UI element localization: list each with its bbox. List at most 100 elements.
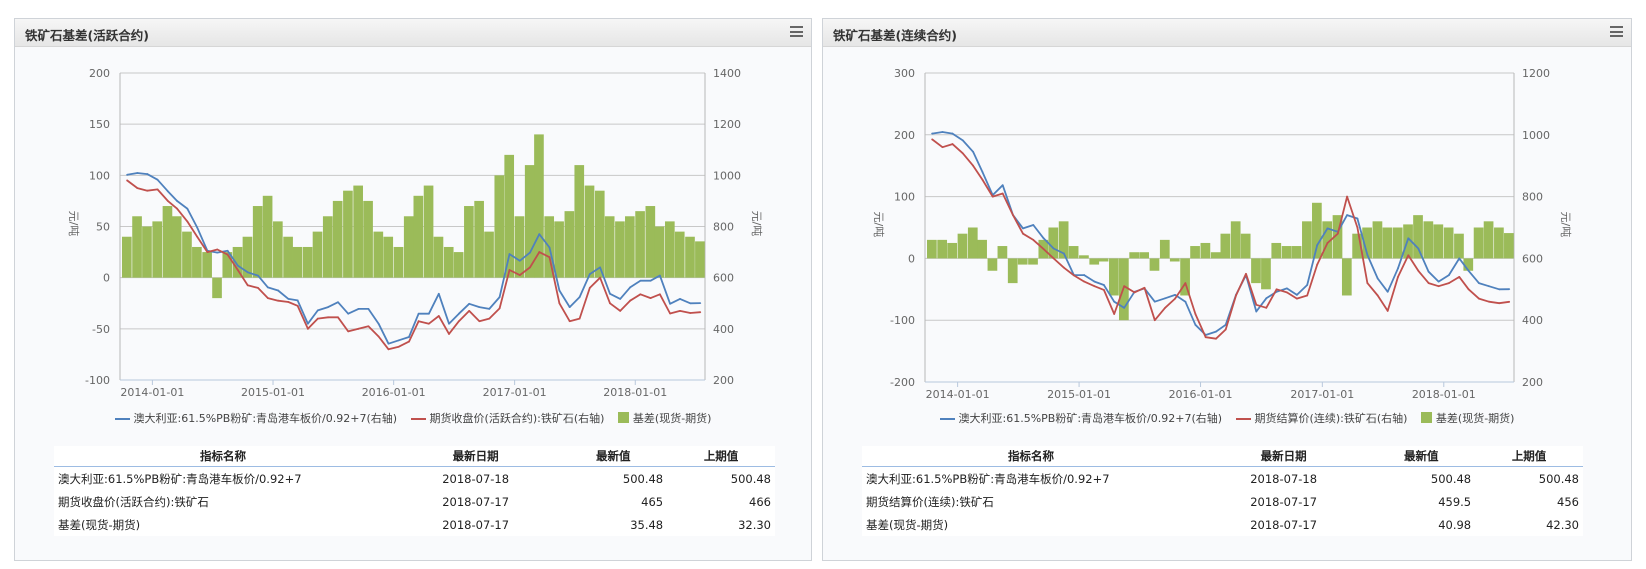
basis-bar bbox=[1352, 233, 1362, 259]
basis-bar bbox=[464, 206, 474, 278]
basis-bar bbox=[403, 216, 414, 278]
legend-item-basis[interactable]: 基差(现货-期货) bbox=[617, 410, 711, 426]
futures-price-point bbox=[649, 297, 652, 300]
x-tick-label: 2017-01-01 bbox=[483, 386, 547, 399]
y-tick-label-right: 600 bbox=[1522, 252, 1543, 265]
futures-price-point bbox=[1224, 328, 1227, 331]
spot-price-point bbox=[508, 253, 511, 256]
basis-bar bbox=[453, 252, 464, 278]
basis-bar bbox=[584, 185, 595, 278]
legend-item-spot-price[interactable]: 澳大利亚:61.5%PB粉矿:青岛港车板价/0.92+7(右轴) bbox=[114, 410, 397, 426]
y-tick-label-right: 600 bbox=[713, 272, 734, 285]
basis-bar bbox=[1220, 233, 1231, 259]
spot-price-point bbox=[296, 299, 299, 302]
y-tick-label-right: 1200 bbox=[713, 118, 741, 131]
futures-price-point bbox=[226, 253, 229, 256]
cell-name: 澳大利亚:61.5%PB粉矿:青岛港车板价/0.92+7 bbox=[866, 471, 1110, 486]
cell-name: 澳大利亚:61.5%PB粉矿:青岛港车板价/0.92+7 bbox=[58, 471, 302, 486]
spot-price-point bbox=[427, 312, 430, 315]
basis-bar bbox=[1169, 258, 1180, 262]
basis-bar bbox=[1048, 227, 1059, 259]
basis-bar bbox=[1079, 255, 1089, 259]
legend-item-futures-price[interactable]: 期货结算价(连续):铁矿石(右轴) bbox=[1235, 410, 1407, 426]
spot-price-point bbox=[529, 251, 531, 254]
futures-price-point bbox=[699, 311, 702, 314]
spot-price-point bbox=[1285, 287, 1288, 290]
basis-bar bbox=[1382, 227, 1393, 259]
basis-bar bbox=[283, 236, 293, 278]
cell-name: 期货收盘价(活跃合约):铁矿石 bbox=[58, 494, 209, 509]
basis-bar bbox=[1504, 233, 1514, 259]
col-header-date: 最新日期 bbox=[1200, 446, 1368, 467]
spot-price-point bbox=[1448, 274, 1450, 276]
basis-bar bbox=[393, 246, 404, 278]
futures-price-point bbox=[1083, 280, 1086, 283]
spot-price-point bbox=[1022, 227, 1024, 230]
spot-price-point bbox=[337, 301, 339, 304]
spot-price-point bbox=[156, 178, 159, 181]
basis-bar bbox=[645, 206, 656, 278]
cell-name: 基差(现货-期货) bbox=[58, 517, 141, 532]
futures-price-point bbox=[1336, 232, 1339, 235]
chart-legend: 澳大利亚:61.5%PB粉矿:青岛港车板价/0.92+7(右轴) 期货结算价(连… bbox=[823, 410, 1631, 426]
futures-price-point bbox=[408, 340, 410, 343]
basis-bar bbox=[343, 190, 353, 278]
basis-bar bbox=[202, 252, 212, 278]
legend-label: 澳大利亚:61.5%PB粉矿:青岛港车板价/0.92+7(右轴) bbox=[958, 412, 1223, 425]
y-tick-label-right: 400 bbox=[713, 323, 734, 336]
x-tick-label: 2015-01-01 bbox=[1047, 388, 1111, 401]
futures-price-point bbox=[1386, 310, 1389, 312]
cell-date: 2018-07-17 bbox=[1250, 517, 1318, 532]
futures-price-point bbox=[1275, 288, 1278, 291]
hamburger-menu-icon[interactable] bbox=[790, 26, 803, 37]
basis-bar bbox=[977, 239, 987, 259]
basis-bar bbox=[413, 195, 424, 278]
spot-price-point bbox=[931, 132, 934, 135]
cell-previous: 500.48 bbox=[1538, 471, 1579, 486]
legend-item-spot-price[interactable]: 澳大利亚:61.5%PB粉矿:青岛港车板价/0.92+7(右轴) bbox=[939, 410, 1223, 426]
futures-price-point bbox=[367, 325, 370, 328]
table-row: 基差(现货-期货) 2018-07-17 35.48 32.30 bbox=[54, 513, 775, 536]
futures-price-point bbox=[1437, 285, 1440, 288]
spot-price-point bbox=[257, 274, 259, 277]
futures-price-point bbox=[972, 164, 974, 167]
spot-price-point bbox=[1123, 306, 1126, 309]
basis-bar bbox=[292, 246, 303, 278]
futures-price-point bbox=[1255, 303, 1258, 306]
y-tick-label-left: -100 bbox=[890, 314, 915, 327]
spot-price-point bbox=[1407, 237, 1410, 240]
y-axis-title-right: 元/吨 bbox=[1559, 212, 1572, 238]
col-header-latest: 最新值 bbox=[1367, 446, 1476, 467]
basis-bar bbox=[947, 242, 958, 259]
futures-price-point bbox=[437, 315, 440, 317]
y-tick-label-left: 100 bbox=[894, 191, 915, 204]
legend-item-basis[interactable]: 基差(现货-期货) bbox=[1420, 410, 1514, 426]
basis-bar bbox=[1139, 252, 1150, 259]
spot-price-point bbox=[1326, 227, 1329, 230]
futures-price-point bbox=[387, 348, 390, 351]
futures-price-point bbox=[1073, 274, 1075, 277]
hamburger-menu-icon[interactable] bbox=[1610, 26, 1623, 37]
futures-price-point bbox=[1376, 294, 1379, 297]
basis-bar bbox=[1433, 224, 1444, 259]
spot-price-point bbox=[186, 207, 189, 210]
futures-price-point bbox=[1032, 238, 1035, 241]
futures-price-point bbox=[1467, 288, 1470, 291]
chart-legend: 澳大利亚:61.5%PB粉矿:青岛港车板价/0.92+7(右轴) 期货收盘价(活… bbox=[15, 410, 811, 426]
futures-price-point bbox=[1306, 294, 1309, 297]
basis-bar bbox=[1068, 246, 1079, 259]
futures-price-point bbox=[1366, 282, 1369, 285]
futures-price-point bbox=[468, 310, 471, 312]
basis-bar bbox=[1058, 221, 1069, 259]
legend-item-futures-price[interactable]: 期货收盘价(活跃合约):铁矿石(右轴) bbox=[410, 410, 604, 426]
spot-price-point bbox=[367, 307, 370, 310]
col-header-previous: 上期值 bbox=[1475, 446, 1583, 467]
y-tick-label-left: -200 bbox=[890, 376, 915, 389]
futures-price-line bbox=[931, 138, 1510, 340]
basis-bar bbox=[332, 200, 343, 278]
chart-panel-continuous-contract: 铁矿石基差(连续合约) 300 1200 200 1000 100 800 0 600 -100… bbox=[822, 18, 1632, 561]
futures-price-point bbox=[1477, 297, 1480, 300]
cell-previous: 456 bbox=[1557, 494, 1579, 509]
blue-line-swatch-icon bbox=[114, 418, 130, 420]
spot-price-point bbox=[327, 306, 329, 308]
